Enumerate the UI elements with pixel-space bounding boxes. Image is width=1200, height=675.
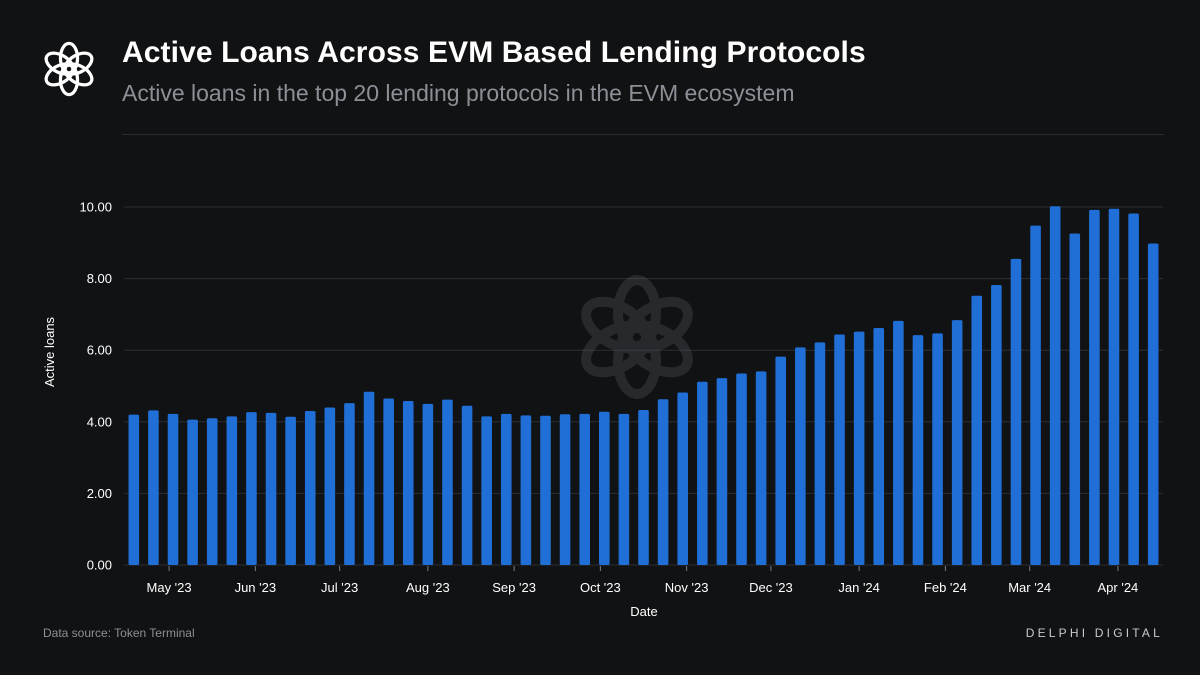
watermark-icon (581, 275, 693, 399)
bar (559, 414, 571, 565)
bar (873, 328, 885, 565)
x-tick-label: Mar '24 (1008, 580, 1051, 595)
bar (363, 391, 375, 565)
bar (599, 411, 610, 565)
bar (324, 407, 336, 565)
header-divider (122, 134, 1164, 135)
y-tick-label: 6.00 (87, 343, 112, 358)
bar (1010, 258, 1022, 565)
bar (461, 405, 473, 565)
bar (402, 401, 414, 565)
bar (285, 416, 296, 565)
x-tick-label: Aug '23 (406, 580, 450, 595)
bar (1089, 209, 1100, 566)
x-tick-label: May '23 (147, 580, 192, 595)
bar (1128, 213, 1139, 565)
x-tick-label: Apr '24 (1098, 580, 1139, 595)
x-tick-label: Nov '23 (665, 580, 709, 595)
y-tick-label: 4.00 (87, 414, 112, 429)
bar (540, 415, 551, 565)
bar (893, 320, 904, 565)
bar (206, 418, 218, 565)
bar (226, 416, 238, 565)
chart-subtitle: Active loans in the top 20 lending proto… (122, 80, 795, 106)
bar (304, 411, 316, 565)
bar (775, 356, 787, 565)
bar (422, 403, 434, 565)
data-source-note: Data source: Token Terminal (43, 626, 195, 640)
bar (344, 403, 355, 565)
bar (1049, 206, 1061, 565)
bar (677, 392, 688, 565)
bar (834, 334, 845, 565)
y-tick-label: 0.00 (87, 558, 112, 573)
bar (971, 295, 983, 565)
bar (481, 416, 492, 565)
bar (1147, 243, 1159, 565)
bar (167, 413, 179, 565)
x-tick-label: Sep '23 (492, 580, 536, 595)
bar (853, 331, 865, 565)
x-tick-label: Jul '23 (321, 580, 358, 595)
bar (442, 399, 453, 565)
brand-wordmark: DELPHI DIGITAL (1025, 626, 1163, 640)
bar (795, 347, 806, 565)
x-tick-label: Dec '23 (749, 580, 793, 595)
bar (1030, 225, 1041, 565)
bar (755, 371, 767, 565)
bar (912, 335, 924, 565)
bar (500, 413, 512, 565)
x-axis-label: Date (630, 604, 657, 619)
bar (1069, 233, 1081, 566)
bars (128, 206, 1159, 566)
bar (579, 413, 590, 565)
bar (148, 410, 159, 565)
bar (128, 414, 140, 565)
bar (736, 373, 747, 565)
bar (265, 412, 277, 565)
bar (520, 415, 532, 565)
x-tick-label: Feb '24 (924, 580, 967, 595)
bar (951, 320, 963, 565)
bar (246, 412, 257, 565)
x-tick-label: Jun '23 (235, 580, 277, 595)
bar (618, 413, 630, 565)
bar (697, 381, 708, 565)
bar (716, 378, 728, 565)
bar (187, 419, 198, 565)
x-axis-ticks: May '23 Jun '23 Jul '23 Aug '23 Sep '23 Oct '… (147, 566, 1139, 595)
x-tick-label: Jan '24 (838, 580, 880, 595)
bar (383, 398, 394, 565)
y-axis-ticks: 0.00 2.00 4.00 6.00 8.00 10.00 (79, 200, 112, 573)
y-tick-label: 2.00 (87, 486, 112, 501)
bar (991, 285, 1002, 565)
chart-title: Active Loans Across EVM Based Lending Pr… (122, 36, 866, 69)
x-tick-label: Oct '23 (580, 580, 621, 595)
bar (932, 333, 943, 565)
delphi-logo-icon (44, 41, 94, 97)
bar (638, 409, 649, 565)
bar (1108, 208, 1120, 566)
bar (814, 342, 826, 565)
y-axis-label: Active loans (42, 316, 57, 387)
y-tick-label: 8.00 (87, 271, 112, 286)
bar (657, 399, 669, 565)
y-tick-label: 10.00 (79, 200, 112, 215)
